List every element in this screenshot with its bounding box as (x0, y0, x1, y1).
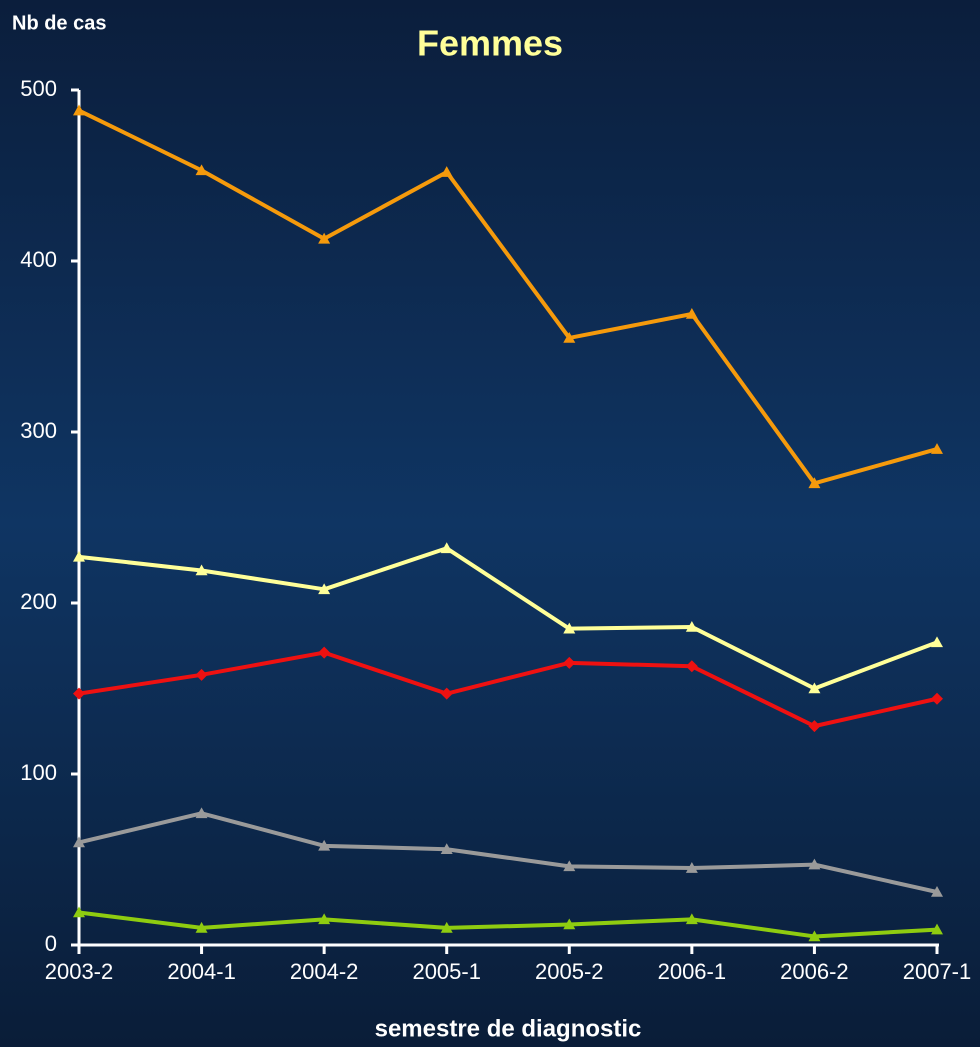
y-tick-label: 100 (20, 760, 57, 785)
series-marker (931, 923, 943, 935)
y-tick-label: 500 (20, 76, 57, 101)
y-tick-label: 300 (20, 418, 57, 443)
series-line (78, 650, 938, 729)
series-marker (440, 687, 453, 700)
series-marker (931, 443, 943, 454)
series-marker (563, 656, 576, 669)
chart-title: Femmes (417, 23, 563, 64)
series-marker (440, 542, 453, 554)
series-line (78, 811, 938, 894)
series-marker (318, 646, 331, 659)
x-tick-label: 2005-2 (535, 959, 604, 984)
series-marker (685, 308, 698, 319)
x-tick-label: 2006-1 (658, 959, 727, 984)
y-tick-label: 0 (45, 931, 57, 956)
series-marker (73, 836, 85, 848)
series-marker (563, 622, 576, 634)
series-marker (931, 692, 943, 705)
series-marker (440, 166, 453, 177)
series-marker (563, 860, 576, 872)
x-tick-label: 2003-2 (45, 959, 114, 984)
series-marker (318, 839, 331, 851)
x-tick-label: 2005-1 (412, 959, 481, 984)
series-marker (440, 843, 453, 855)
series-marker (318, 583, 331, 595)
y-axis-label: Nb de cas (12, 12, 106, 34)
x-tick-label: 2004-2 (290, 959, 359, 984)
series-marker (195, 564, 208, 576)
series-marker (685, 913, 698, 925)
series-line (78, 108, 938, 486)
series-marker (808, 720, 821, 733)
series-marker (808, 477, 821, 489)
x-tick-label: 2007-1 (903, 959, 972, 984)
series-marker (563, 331, 576, 343)
series-marker (931, 885, 943, 897)
series-marker (195, 921, 208, 933)
x-tick-label: 2004-1 (167, 959, 236, 984)
series-marker (195, 164, 208, 176)
series-marker (318, 913, 331, 925)
series-marker (73, 687, 85, 700)
series-marker (318, 232, 331, 244)
series-marker (808, 930, 821, 942)
series-marker (73, 550, 85, 562)
y-tick-label: 200 (20, 589, 57, 614)
series-marker (808, 858, 821, 870)
series-marker (195, 807, 208, 819)
series-marker (685, 862, 698, 873)
series-marker (195, 668, 208, 681)
x-axis-label: semestre de diagnostic (375, 1015, 642, 1042)
series-marker (808, 682, 821, 694)
series-line (78, 546, 938, 691)
series-marker (440, 921, 453, 933)
series-marker (931, 636, 943, 648)
series-line (78, 910, 938, 939)
series-marker (73, 906, 85, 918)
series-marker (685, 660, 698, 673)
series-marker (563, 918, 576, 930)
series-marker (685, 620, 698, 632)
y-tick-label: 400 (20, 247, 57, 272)
x-tick-label: 2006-2 (780, 959, 849, 984)
series-marker (73, 104, 85, 116)
